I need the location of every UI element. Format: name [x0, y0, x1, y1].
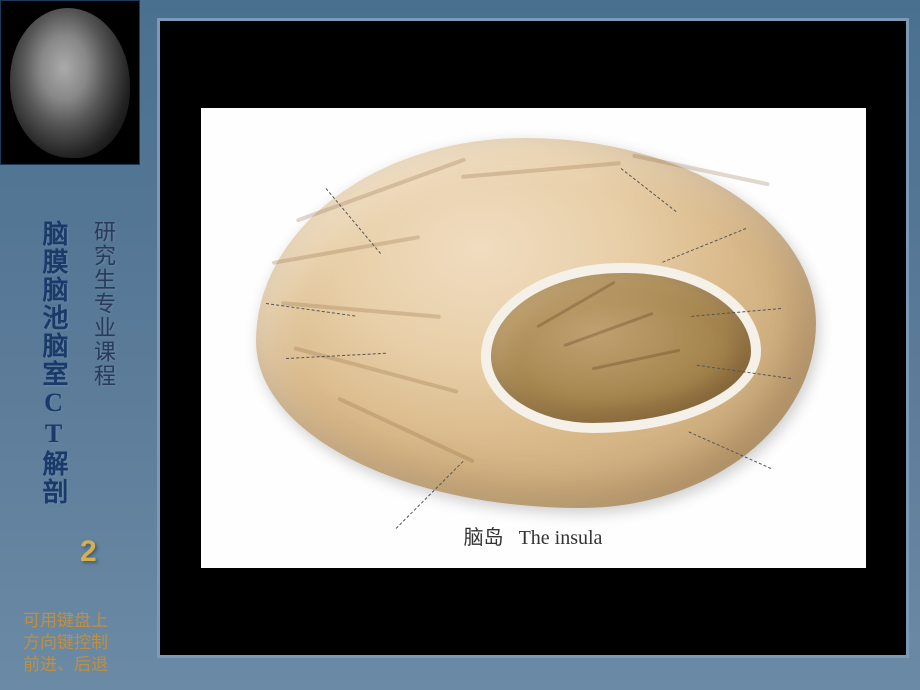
title-block: 脑膜脑池脑室CT解剖 研究生专业课程 — [35, 220, 119, 506]
thumbnail-frame — [0, 0, 140, 165]
subtitle: 研究生专业课程 — [87, 220, 119, 506]
thumbnail-brain-sagittal — [10, 8, 130, 158]
nav-hint-line: 方向键控制 — [23, 632, 108, 654]
page-number: 2 — [80, 535, 97, 569]
nav-hint: 可用键盘上 方向键控制 前进、后退 — [23, 610, 108, 676]
nav-hint-line: 可用键盘上 — [23, 610, 108, 632]
main-frame: 脑岛 The insula — [157, 18, 909, 658]
caption-en: The insula — [519, 527, 603, 549]
nav-hint-line: 前进、后退 — [23, 654, 108, 676]
sidebar: 脑膜脑池脑室CT解剖 研究生专业课程 2 可用键盘上 方向键控制 前进、后退 — [0, 0, 145, 690]
figure-caption: 脑岛 The insula — [201, 521, 866, 550]
main-title: 脑膜脑池脑室CT解剖 — [35, 220, 72, 506]
caption-cn: 脑岛 — [464, 527, 504, 549]
figure-insula: 脑岛 The insula — [201, 108, 866, 568]
